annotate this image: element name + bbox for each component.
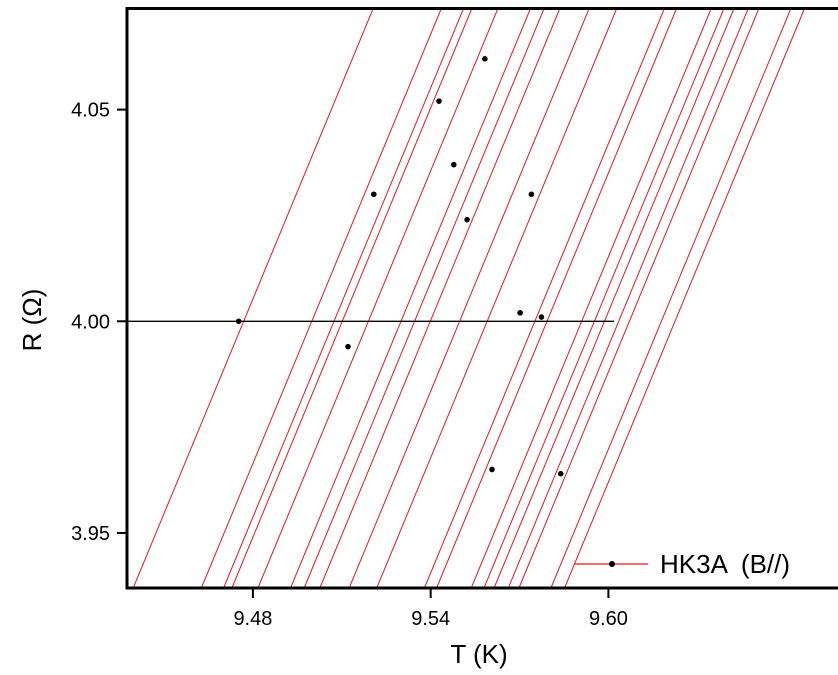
data-point-10 bbox=[528, 191, 535, 198]
fit-line-1 bbox=[132, 8, 374, 588]
data-points bbox=[235, 56, 564, 477]
fit-line-4 bbox=[231, 8, 473, 588]
fit-line-5 bbox=[257, 8, 499, 588]
fit-line-13 bbox=[470, 8, 712, 588]
fit-line-16 bbox=[507, 8, 749, 588]
y-tick-label: 3.95 bbox=[71, 523, 110, 545]
data-point-7 bbox=[482, 56, 488, 62]
fit-line-6 bbox=[290, 8, 532, 588]
y-axis-ticks: 3.95 4.00 4.05 bbox=[71, 100, 127, 545]
x-tick-label: 9.60 bbox=[589, 608, 628, 630]
y-axis-title: R (Ω) bbox=[17, 289, 47, 352]
fit-line-3 bbox=[223, 8, 465, 588]
data-point-12 bbox=[557, 470, 564, 477]
fit-line-2 bbox=[200, 8, 442, 588]
data-point-5 bbox=[450, 161, 457, 168]
fit-line-10 bbox=[376, 8, 618, 588]
fit-line-14 bbox=[483, 8, 725, 588]
fit-line-19 bbox=[564, 8, 806, 588]
fit-line-9 bbox=[348, 8, 590, 588]
fit-line-8 bbox=[319, 8, 561, 588]
x-tick-label: 9.48 bbox=[233, 608, 272, 630]
legend: HK3A (B//) bbox=[575, 549, 790, 579]
data-point-1 bbox=[235, 318, 242, 325]
data-point-9 bbox=[517, 310, 523, 316]
fit-line-17 bbox=[518, 8, 760, 588]
y-tick-label: 4.00 bbox=[71, 311, 110, 333]
fit-line-12 bbox=[436, 8, 678, 588]
fit-lines bbox=[132, 8, 806, 588]
fit-line-11 bbox=[423, 8, 666, 588]
fit-line-15 bbox=[493, 8, 735, 588]
data-point-6 bbox=[464, 216, 470, 223]
data-point-2 bbox=[345, 343, 351, 350]
plot-frame bbox=[125, 7, 838, 590]
legend-marker bbox=[609, 561, 615, 567]
x-axis-title: T (K) bbox=[450, 639, 507, 669]
data-point-11 bbox=[538, 314, 545, 320]
x-tick-label: 9.54 bbox=[411, 608, 450, 630]
legend-label: HK3A (B//) bbox=[660, 549, 790, 579]
x-axis-ticks: 9.48 9.54 9.60 bbox=[233, 588, 628, 630]
data-point-4 bbox=[436, 98, 442, 104]
data-point-8 bbox=[489, 466, 495, 473]
y-tick-label: 4.05 bbox=[71, 100, 110, 122]
fit-line-7 bbox=[303, 8, 545, 588]
fit-line-18 bbox=[550, 8, 792, 588]
data-point-3 bbox=[370, 191, 377, 198]
